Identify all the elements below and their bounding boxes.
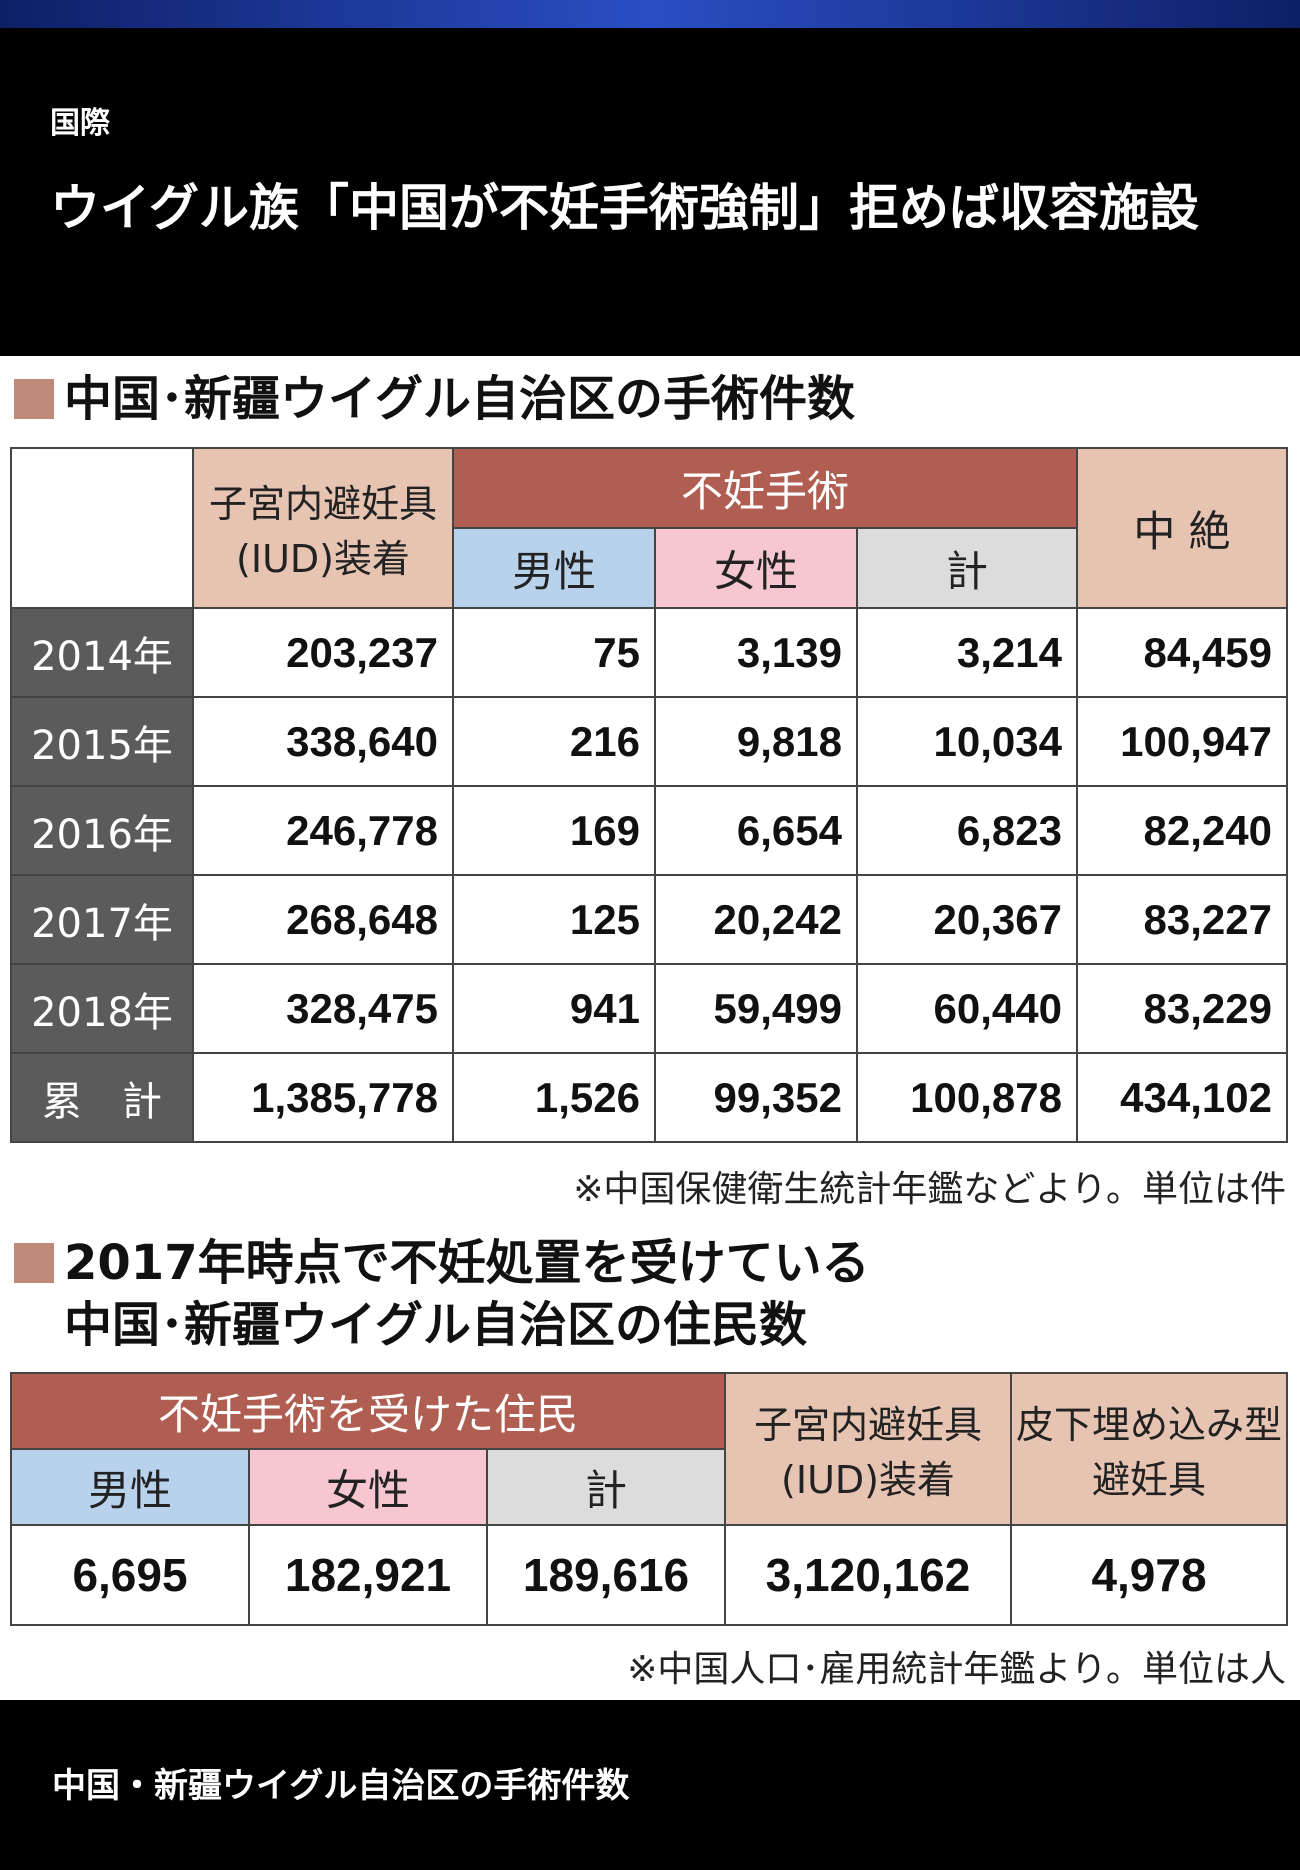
abortion-value: 84,459 [1076, 607, 1288, 698]
female-value: 3,139 [654, 607, 858, 698]
row-label: 2016年 [10, 785, 194, 876]
table2-source-note: ※中国人口･雇用統計年鑑より。単位は人 [627, 1649, 1286, 1690]
total-value: 3,214 [856, 607, 1078, 698]
male-value: 125 [452, 874, 656, 965]
female-value: 9,818 [654, 696, 858, 787]
iud-value: 1,385,778 [192, 1052, 454, 1143]
table1-title-text: 中国･新疆ウイグル自治区の手術件数 [64, 371, 856, 427]
male-value: 941 [452, 963, 656, 1054]
female-value: 182,921 [248, 1524, 488, 1626]
header-abortion: 中 絶 [1076, 447, 1288, 609]
female-value: 99,352 [654, 1052, 858, 1143]
table2-title-line1: 2017年時点で不妊処置を受けている [64, 1235, 870, 1291]
iud-value: 246,778 [192, 785, 454, 876]
article-headline: ウイグル族「中国が不妊手術強制」拒めば収容施設 [50, 179, 1199, 237]
table-row: 2018年 328,475 941 59,499 60,440 83,229 [10, 963, 1288, 1054]
table-row: 2015年 338,640 216 9,818 10,034 100,947 [10, 696, 1288, 787]
table2-title-line2: 中国･新疆ウイグル自治区の住民数 [64, 1297, 808, 1353]
iud-value: 338,640 [192, 696, 454, 787]
header-sterilized-residents: 不妊手術を受けた住民 [10, 1372, 726, 1450]
total-value: 10,034 [856, 696, 1078, 787]
table-row: 2014年 203,237 75 3,139 3,214 84,459 [10, 607, 1288, 698]
header-total: 計 [856, 527, 1078, 609]
total-value: 20,367 [856, 874, 1078, 965]
row-label: 2018年 [10, 963, 194, 1054]
male-value: 75 [452, 607, 656, 698]
image-caption-bar: 中国・新疆ウイグル自治区の手術件数 [0, 1700, 1300, 1870]
implant-value: 4,978 [1010, 1524, 1288, 1626]
abortion-value: 83,229 [1076, 963, 1288, 1054]
header-male: 男性 [452, 527, 656, 609]
header-sterilization: 不妊手術 [452, 447, 1078, 529]
top-accent-bar [0, 0, 1300, 28]
table-row: 2017年 268,648 125 20,242 20,367 83,227 [10, 874, 1288, 965]
iud-value: 203,237 [192, 607, 454, 698]
image-caption: 中国・新疆ウイグル自治区の手術件数 [52, 1766, 630, 1806]
header-iud: 子宮内避妊具(IUD)装着 [724, 1372, 1012, 1526]
header-iud: 子宮内避妊具(IUD)装着 [192, 447, 454, 609]
header-implant: 皮下埋め込み型避妊具 [1010, 1372, 1288, 1526]
table1-title: 中国･新疆ウイグル自治区の手術件数 [14, 368, 855, 430]
surgery-count-table: 子宮内避妊具(IUD)装着 不妊手術 中 絶 男性 女性 計 2014年 203… [10, 447, 1288, 1143]
abortion-value: 83,227 [1076, 874, 1288, 965]
table-row: 2016年 246,778 169 6,654 6,823 82,240 [10, 785, 1288, 876]
male-value: 1,526 [452, 1052, 656, 1143]
row-label: 2014年 [10, 607, 194, 698]
article-header: 国際 ウイグル族「中国が不妊手術強制」拒めば収容施設 [0, 28, 1300, 356]
header-total: 計 [486, 1448, 726, 1526]
table1-source-note: ※中国保健衛生統計年鑑などより。単位は件 [573, 1169, 1286, 1210]
total-value: 60,440 [856, 963, 1078, 1054]
iud-value: 328,475 [192, 963, 454, 1054]
header-male: 男性 [10, 1448, 250, 1526]
abortion-value: 434,102 [1076, 1052, 1288, 1143]
corner-cell [10, 447, 194, 609]
iud-value: 268,648 [192, 874, 454, 965]
abortion-value: 100,947 [1076, 696, 1288, 787]
female-value: 20,242 [654, 874, 858, 965]
resident-count-table: 不妊手術を受けた住民 子宮内避妊具(IUD)装着 皮下埋め込み型避妊具 男性 女… [10, 1372, 1288, 1626]
title-marker-square [14, 1243, 54, 1283]
title-marker-square [14, 379, 54, 419]
male-value: 216 [452, 696, 656, 787]
total-value: 6,823 [856, 785, 1078, 876]
header-female: 女性 [654, 527, 858, 609]
total-value: 189,616 [486, 1524, 726, 1626]
male-value: 169 [452, 785, 656, 876]
row-label: 2017年 [10, 874, 194, 965]
header-female: 女性 [248, 1448, 488, 1526]
female-value: 59,499 [654, 963, 858, 1054]
total-value: 100,878 [856, 1052, 1078, 1143]
iud-value: 3,120,162 [724, 1524, 1012, 1626]
row-label: 2015年 [10, 696, 194, 787]
table2-title: 2017年時点で不妊処置を受けている 中国･新疆ウイグル自治区の住民数 [14, 1232, 870, 1356]
category-label[interactable]: 国際 [50, 106, 110, 141]
male-value: 6,695 [10, 1524, 250, 1626]
row-label: 累 計 [10, 1052, 194, 1143]
table-row-cumulative: 累 計 1,385,778 1,526 99,352 100,878 434,1… [10, 1052, 1288, 1143]
table-row: 6,695 182,921 189,616 3,120,162 4,978 [10, 1524, 1288, 1626]
abortion-value: 82,240 [1076, 785, 1288, 876]
female-value: 6,654 [654, 785, 858, 876]
